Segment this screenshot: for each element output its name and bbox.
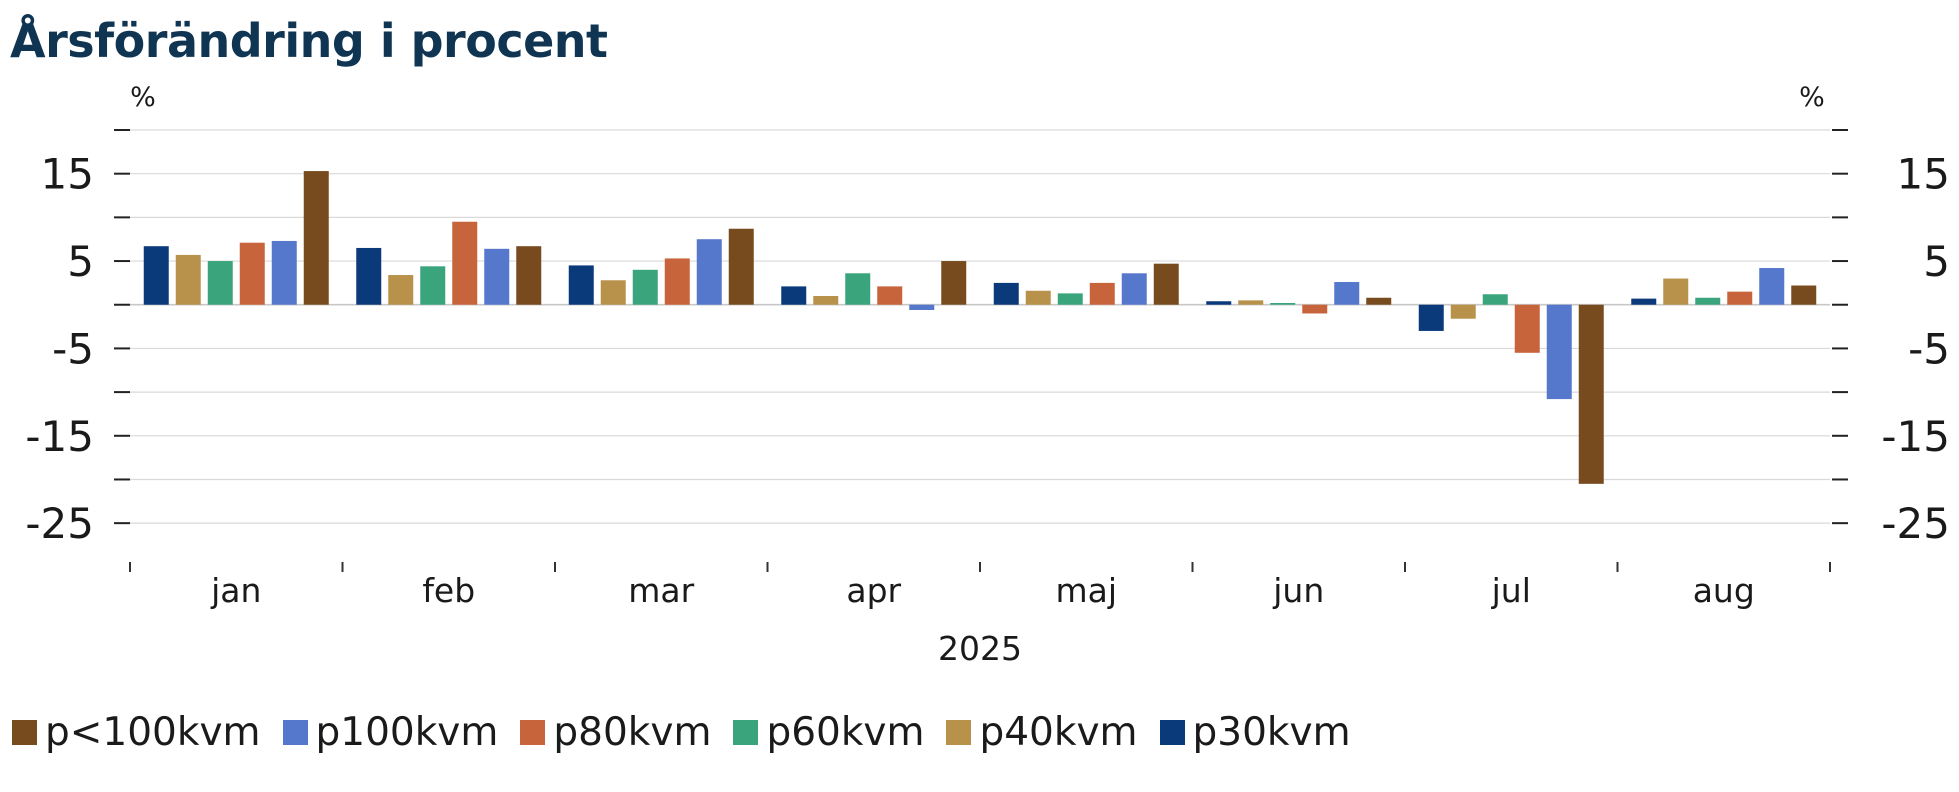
x-tick-label: jun — [1272, 571, 1324, 610]
x-tick-label: mar — [628, 571, 694, 610]
bar-p<100kvm — [516, 246, 542, 305]
bar-p100kvm — [696, 239, 722, 305]
y-tick-label-right: 15 — [1897, 150, 1950, 199]
legend-item: p60kvm — [733, 710, 924, 755]
legend-item: p30kvm — [1159, 710, 1351, 755]
bar-p80kvm — [1514, 304, 1540, 353]
chart-title: Årsförändring i procent — [10, 14, 608, 68]
bar-p60kvm — [845, 273, 871, 305]
bar-p60kvm — [1482, 294, 1508, 305]
bar-p60kvm — [1057, 293, 1083, 305]
x-tick-label: jan — [210, 571, 261, 610]
bar-p30kvm — [568, 265, 594, 305]
bar-p<100kvm — [303, 171, 329, 305]
bar-p<100kvm — [1153, 263, 1179, 305]
bar-p40kvm — [1025, 290, 1051, 305]
bar-p40kvm — [813, 296, 839, 305]
y-tick-label-left: 15 — [41, 150, 94, 199]
y-unit-left: % — [130, 82, 156, 113]
bar-p80kvm — [452, 221, 478, 305]
legend-swatch — [946, 720, 972, 745]
bar-p30kvm — [143, 246, 169, 305]
bar-p30kvm — [1418, 304, 1444, 331]
axis-labels: 15 15 5 5 -5 -5 -15 -15 -25 -25% % jan feb mar apr maj j… — [25, 82, 1950, 668]
x-tick-label: aug — [1693, 571, 1755, 610]
y-tick-label-left: 5 — [67, 237, 94, 286]
bar-p60kvm — [207, 261, 233, 305]
y-tick-label-right: -5 — [1908, 324, 1950, 373]
legend-swatch — [520, 720, 546, 745]
legend-label: p40kvm — [979, 710, 1138, 755]
bars — [143, 171, 1817, 484]
bar-p80kvm — [1302, 304, 1328, 314]
y-tick-label-left: -15 — [25, 412, 94, 461]
y-tick-label-right: 5 — [1923, 237, 1950, 286]
legend-swatch — [1159, 720, 1185, 745]
legend-swatch — [733, 720, 759, 745]
bar-p60kvm — [632, 269, 658, 305]
y-tick-label-left: -5 — [52, 324, 94, 373]
bar-p80kvm — [664, 258, 690, 305]
bar-p<100kvm — [1791, 285, 1817, 305]
bar-p100kvm — [1546, 304, 1572, 400]
legend-label: p80kvm — [553, 710, 712, 755]
bar-p<100kvm — [728, 228, 754, 305]
bar-p60kvm — [420, 266, 446, 305]
bar-p<100kvm — [1366, 297, 1392, 305]
y-tick-label-right: -15 — [1881, 412, 1950, 461]
bar-p30kvm — [1631, 298, 1657, 305]
bar-p40kvm — [1238, 300, 1264, 305]
legend-label: p100kvm — [315, 710, 499, 755]
bar-p40kvm — [1450, 304, 1476, 319]
bar-p80kvm — [239, 242, 265, 305]
bar-p100kvm — [909, 304, 935, 310]
y-tick-label-left: -25 — [25, 499, 94, 548]
bar-p60kvm — [1695, 297, 1721, 305]
legend-swatch — [282, 720, 308, 745]
bar-p30kvm — [356, 247, 382, 305]
x-axis-title: 2025 — [938, 629, 1022, 668]
x-tick-label: maj — [1055, 571, 1117, 610]
bar-p80kvm — [1089, 282, 1115, 305]
bar-p40kvm — [1663, 278, 1689, 305]
legend-item: p<100kvm — [12, 710, 261, 755]
bar-p<100kvm — [1578, 304, 1604, 484]
legend-item: p40kvm — [946, 710, 1138, 755]
x-tick-label: apr — [846, 571, 901, 610]
bar-p<100kvm — [941, 261, 967, 305]
bar-p100kvm — [1759, 268, 1785, 305]
bar-p30kvm — [1206, 301, 1232, 305]
legend-swatch — [12, 720, 37, 745]
bar-p30kvm — [781, 286, 807, 305]
legend-label: p30kvm — [1192, 710, 1351, 755]
axes — [114, 129, 1848, 572]
bar-p100kvm — [1334, 282, 1360, 305]
bar-p80kvm — [877, 286, 903, 305]
legend: p<100kvm p100kvm p80kvm p60kvm p40kvm p30kvm — [12, 710, 1373, 755]
x-tick-label: jul — [1491, 571, 1531, 610]
bar-p100kvm — [484, 248, 510, 305]
bar-p80kvm — [1727, 291, 1753, 305]
legend-label: p<100kvm — [45, 710, 261, 755]
legend-item: p100kvm — [282, 710, 499, 755]
bar-p100kvm — [1121, 273, 1147, 305]
grid-lines — [130, 129, 1830, 524]
bar-p40kvm — [175, 254, 201, 305]
legend-item: p80kvm — [520, 710, 711, 755]
bar-p30kvm — [993, 282, 1019, 305]
bar-p40kvm — [600, 280, 626, 305]
bar-p40kvm — [388, 275, 414, 305]
bar-p100kvm — [271, 240, 297, 305]
y-unit-right: % — [1799, 82, 1825, 113]
x-tick-label: feb — [422, 571, 475, 610]
bar-p60kvm — [1270, 302, 1296, 305]
y-tick-label-right: -25 — [1881, 499, 1950, 548]
legend-label: p60kvm — [766, 710, 925, 755]
